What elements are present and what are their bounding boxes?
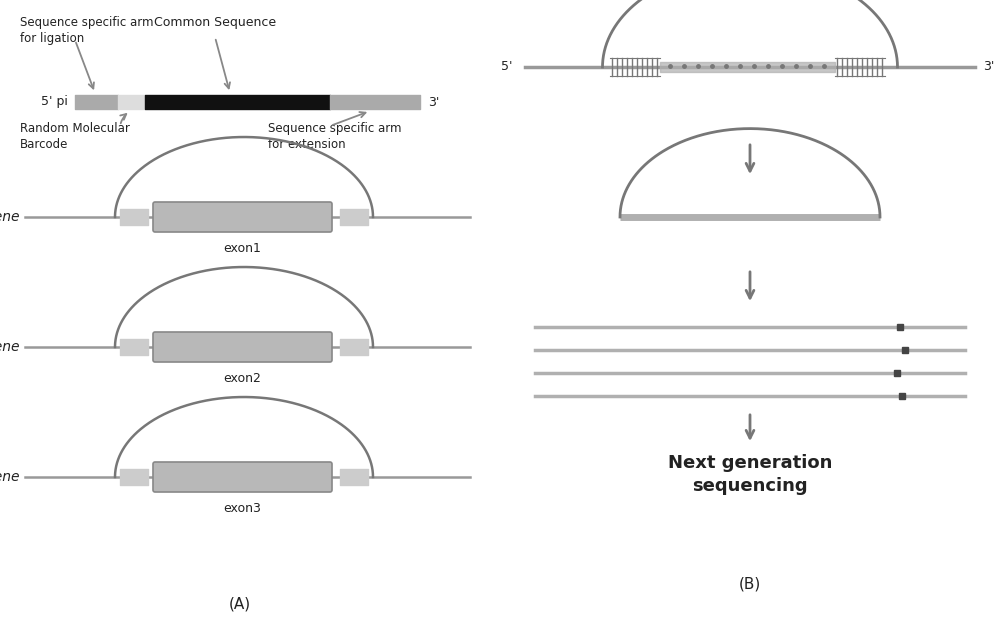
Text: exon3: exon3: [224, 502, 261, 515]
Text: 5' pi: 5' pi: [41, 95, 68, 109]
Text: Next generation: Next generation: [668, 454, 832, 472]
Text: gene: gene: [0, 340, 20, 354]
FancyBboxPatch shape: [153, 332, 332, 362]
Text: gene: gene: [0, 210, 20, 224]
Text: Common Sequence: Common Sequence: [154, 16, 276, 29]
Text: (B): (B): [739, 576, 761, 592]
Text: 5': 5': [502, 61, 513, 73]
Text: 3': 3': [428, 95, 439, 109]
Text: Sequence specific arm: Sequence specific arm: [20, 16, 154, 29]
Text: exon2: exon2: [224, 372, 261, 385]
Text: gene: gene: [0, 470, 20, 484]
FancyBboxPatch shape: [153, 462, 332, 492]
FancyBboxPatch shape: [153, 202, 332, 232]
Text: (A): (A): [229, 597, 251, 612]
Text: 3': 3': [983, 61, 994, 73]
Text: sequencing: sequencing: [692, 477, 808, 495]
Text: for ligation: for ligation: [20, 32, 84, 45]
Text: Barcode: Barcode: [20, 138, 68, 151]
Text: for extension: for extension: [268, 138, 346, 151]
Text: Random Molecular: Random Molecular: [20, 122, 130, 135]
Text: exon1: exon1: [224, 242, 261, 255]
Text: Sequence specific arm: Sequence specific arm: [268, 122, 402, 135]
